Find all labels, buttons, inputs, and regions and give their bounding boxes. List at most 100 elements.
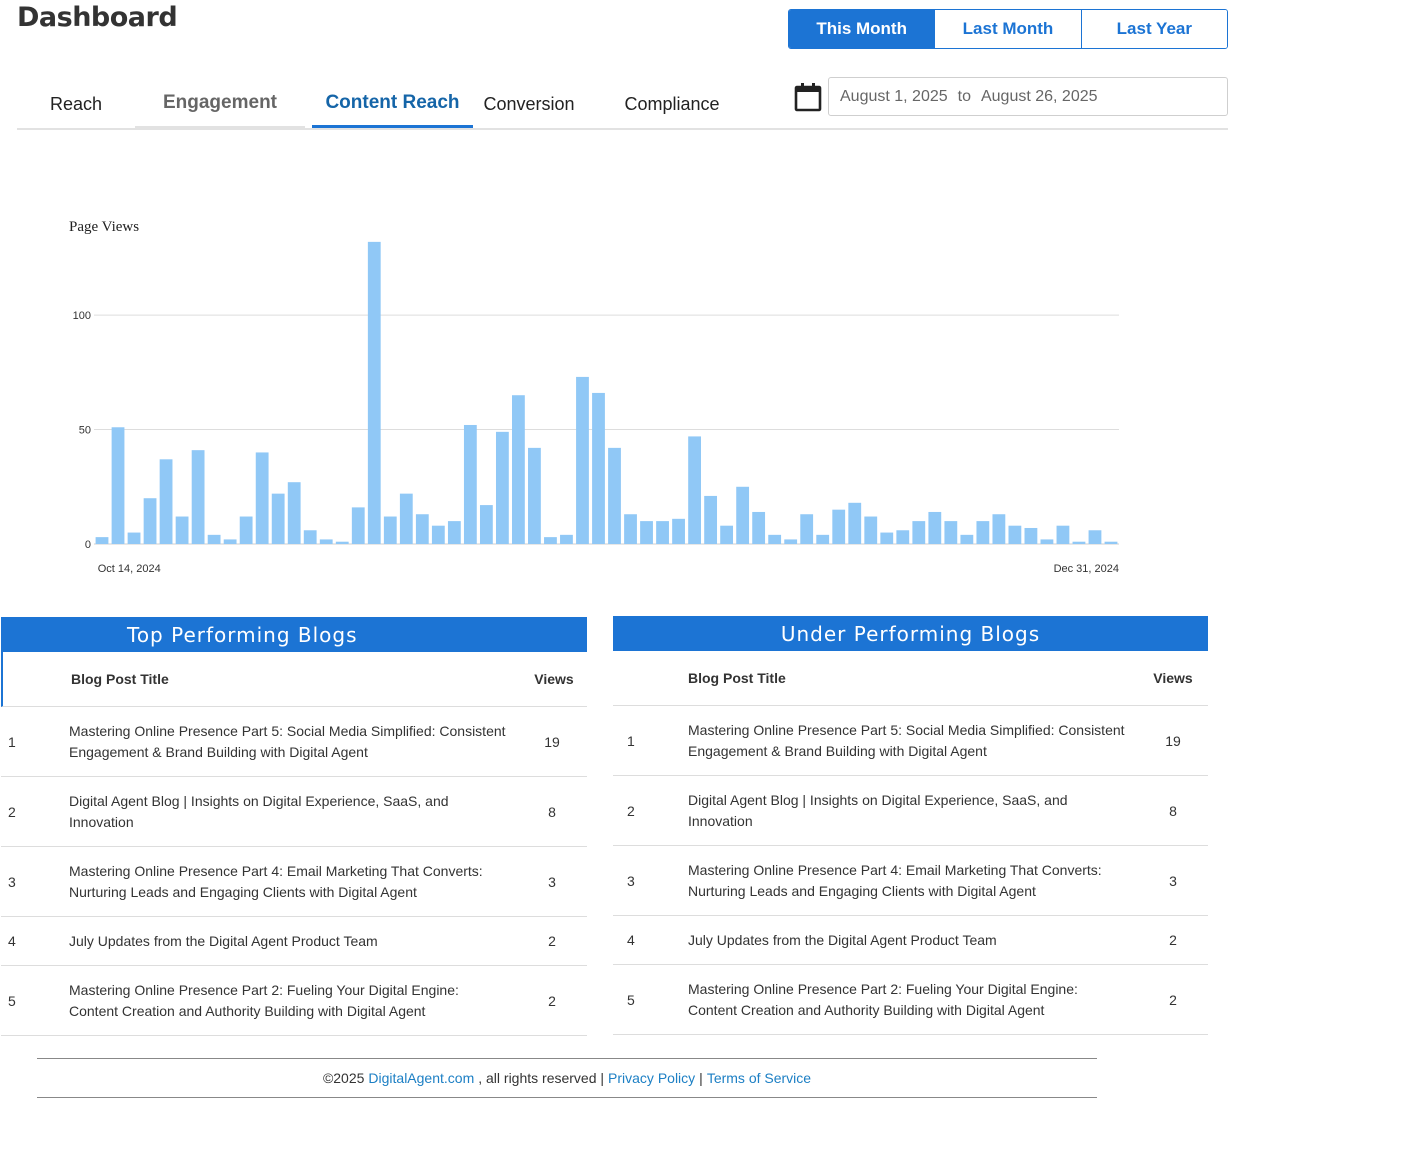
chart-bar[interactable] [560, 534, 573, 544]
row-rank: 3 [627, 872, 635, 889]
row-title[interactable]: July Updates from the Digital Agent Prod… [688, 931, 997, 948]
table-row[interactable]: 3 Mastering Online Presence Part 4: Emai… [613, 846, 1208, 916]
page-views-chart-svg: Page Views 0 50 100 Oct 14, 2024 Dec 31, 20… [69, 219, 1119, 575]
chart-bar[interactable] [816, 534, 830, 544]
table-row[interactable]: 2 Digital Agent Blog | Insights on Digit… [613, 776, 1208, 846]
row-title[interactable]: Mastering Online Presence Part 5: Social… [69, 722, 506, 760]
table-row[interactable]: 2 Digital Agent Blog | Insights on Digit… [1, 777, 587, 847]
table-row[interactable]: 4 July Updates from the Digital Agent Pr… [613, 916, 1208, 965]
chart-bar[interactable] [223, 539, 237, 544]
chart-bar[interactable] [191, 450, 205, 544]
table-row[interactable]: 1 Mastering Online Presence Part 5: Soci… [613, 706, 1208, 776]
chart-bar[interactable] [688, 436, 701, 544]
chart-bar[interactable] [592, 392, 605, 544]
chart-bar[interactable] [335, 541, 349, 544]
row-title[interactable]: Digital Agent Blog | Insights on Digital… [688, 791, 1068, 829]
chart-bar[interactable] [319, 539, 333, 544]
chart-bar[interactable] [1056, 525, 1070, 544]
row-rank: 3 [8, 873, 16, 890]
chart-bar[interactable] [255, 452, 269, 544]
chart-bar[interactable] [944, 521, 958, 544]
chart-bar[interactable] [880, 532, 894, 544]
chart-bar[interactable] [1008, 525, 1022, 544]
chart-bar[interactable] [431, 525, 445, 544]
last-month-button[interactable]: Last Month [935, 10, 1082, 48]
chart-bar[interactable] [143, 498, 157, 544]
chart-bar[interactable] [207, 534, 221, 544]
chart-bar[interactable] [399, 493, 413, 544]
chart-bar[interactable] [111, 427, 125, 544]
chart-bar[interactable] [752, 511, 766, 544]
chart-bar[interactable] [351, 507, 365, 544]
chart-bar[interactable] [848, 502, 862, 544]
chart-bar[interactable] [287, 482, 301, 544]
chart-bar[interactable] [896, 530, 910, 544]
row-title[interactable]: Mastering Online Presence Part 2: Fuelin… [69, 981, 459, 1019]
chart-bar[interactable] [1040, 539, 1054, 544]
row-title[interactable]: Mastering Online Presence Part 4: Email … [69, 862, 483, 900]
chart-bar[interactable] [608, 447, 621, 544]
tab-reach[interactable]: Reach [49, 93, 103, 114]
chart-bar[interactable] [383, 516, 397, 544]
chart-bar[interactable] [1104, 541, 1118, 544]
chart-bar[interactable] [656, 521, 669, 544]
table-row[interactable]: 3 Mastering Online Presence Part 4: Emai… [1, 847, 587, 917]
tab-conversion[interactable]: Conversion [483, 93, 575, 114]
chart-bar[interactable] [447, 521, 461, 544]
chart-bar[interactable] [1024, 527, 1038, 544]
chart-bar[interactable] [175, 516, 189, 544]
chart-bar[interactable] [832, 509, 846, 544]
chart-bar[interactable] [495, 431, 509, 544]
chart-bar[interactable] [367, 241, 381, 544]
row-title[interactable]: Mastering Online Presence Part 2: Fuelin… [688, 980, 1078, 1018]
chart-bar[interactable] [239, 516, 253, 544]
chart-bar[interactable] [271, 493, 285, 544]
table-row[interactable]: 5 Mastering Online Presence Part 2: Fuel… [613, 965, 1208, 1035]
footer-terms-link[interactable]: Terms of Service [706, 1070, 812, 1086]
tab-engagement[interactable]: Engagement [135, 80, 305, 128]
chart-bar[interactable] [1088, 530, 1102, 544]
chart-bar[interactable] [528, 447, 541, 544]
chart-bar[interactable] [159, 459, 173, 544]
chart-bar[interactable] [992, 514, 1006, 544]
chart-bar[interactable] [127, 532, 141, 544]
chart-bar[interactable] [1072, 541, 1086, 544]
chart-bar[interactable] [976, 521, 990, 544]
chart-bar[interactable] [544, 537, 557, 544]
this-month-button[interactable]: This Month [789, 10, 936, 48]
chart-bar[interactable] [640, 521, 653, 544]
date-range-input[interactable]: August 1, 2025 to August 26, 2025 [828, 77, 1228, 116]
chart-bar[interactable] [463, 424, 477, 544]
chart-bar[interactable] [624, 514, 637, 544]
tab-content-reach[interactable]: Content Reach [312, 80, 473, 128]
chart-bar[interactable] [95, 537, 109, 544]
chart-bar[interactable] [672, 518, 685, 544]
footer-site-link[interactable]: DigitalAgent.com [368, 1070, 475, 1086]
chart-bar[interactable] [800, 514, 814, 544]
chart-bar[interactable] [512, 395, 525, 544]
chart-bar[interactable] [303, 530, 317, 544]
table-row[interactable]: 5 Mastering Online Presence Part 2: Fuel… [1, 966, 587, 1036]
chart-bar[interactable] [928, 511, 942, 544]
chart-bar[interactable] [576, 376, 589, 544]
footer-privacy-link[interactable]: Privacy Policy [608, 1070, 696, 1086]
chart-bar[interactable] [864, 516, 878, 544]
chart-bar[interactable] [960, 534, 974, 544]
row-title[interactable]: Digital Agent Blog | Insights on Digital… [69, 792, 449, 830]
last-year-button[interactable]: Last Year [1081, 10, 1227, 48]
row-title[interactable]: July Updates from the Digital Agent Prod… [69, 932, 378, 949]
chart-bar[interactable] [704, 495, 718, 544]
chart-bar[interactable] [415, 514, 429, 544]
table-row[interactable]: 4 July Updates from the Digital Agent Pr… [1, 917, 587, 966]
chart-bar[interactable] [912, 521, 926, 544]
chart-bar[interactable] [479, 505, 493, 544]
calendar-icon[interactable] [794, 82, 822, 112]
row-title[interactable]: Mastering Online Presence Part 4: Email … [688, 861, 1102, 899]
chart-bar[interactable] [736, 486, 750, 544]
table-row[interactable]: 1 Mastering Online Presence Part 5: Soci… [1, 707, 587, 777]
chart-bar[interactable] [720, 525, 734, 544]
tab-compliance[interactable]: Compliance [624, 93, 720, 114]
chart-bar[interactable] [784, 539, 798, 544]
chart-bar[interactable] [768, 534, 782, 544]
row-title[interactable]: Mastering Online Presence Part 5: Social… [688, 721, 1125, 759]
